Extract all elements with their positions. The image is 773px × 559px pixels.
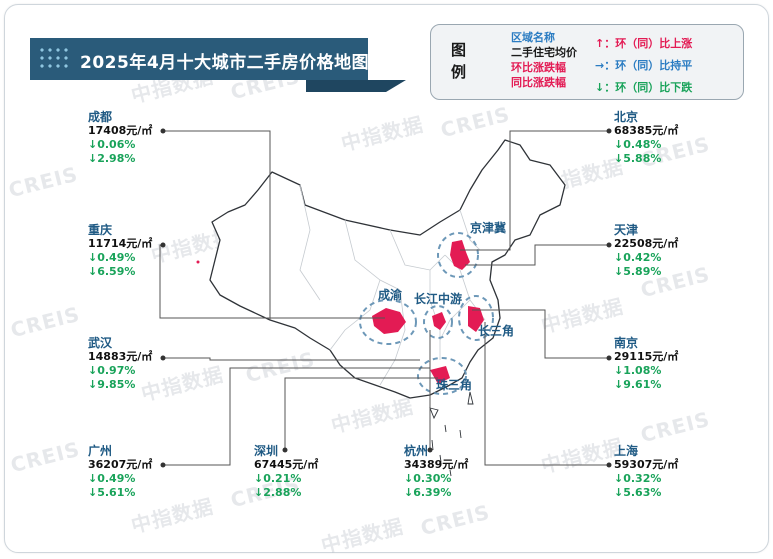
city-yoy: ↓5.88% [614,152,662,165]
city-label-wuhan: 武汉 14883元/㎡ ↓0.97% ↓9.85% [88,336,152,392]
city-name: 重庆 [88,223,113,237]
city-name: 上海 [614,444,639,458]
city-yoy: ↓5.61% [88,486,136,499]
city-label-chengdu: 成都 17408元/㎡ ↓0.06% ↓2.98% [88,110,152,166]
leader-dots [160,128,612,468]
city-name: 杭州 [404,444,429,458]
islands [429,391,474,477]
city-yoy: ↓6.39% [404,486,452,499]
legend-mark-list: ↑：环（同）比上涨 →：环（同）比持平 ↓：环（同）比下跌 [595,33,692,99]
city-price: 11714元/㎡ [88,237,153,250]
cluster-label-zhusanjiao: 珠三角 [436,378,473,392]
cluster-circles [359,232,494,395]
city-price: 34389元/㎡ [404,458,469,471]
city-mom: ↓0.49% [88,251,136,264]
city-price: 22508元/㎡ [614,237,679,250]
city-name: 天津 [614,223,639,237]
city-mom: ↓0.97% [88,364,136,377]
cluster-label-chengyu: 成渝 [378,288,403,302]
city-label-guangzhou: 广州 36207元/㎡ ↓0.49% ↓5.61% [88,444,152,500]
china-outline [209,139,566,399]
cluster-label-changsanjiao: 长三角 [478,324,515,338]
city-yoy: ↓9.85% [88,378,136,391]
legend-mark-down: ↓：环（同）比下跌 [595,81,693,94]
legend: 图例 区域名称 二手住宅均价 环比涨跌幅 同比涨跌幅 ↑：环（同）比上涨 →：环… [430,24,744,100]
city-mom: ↓0.06% [88,138,136,151]
city-mom: ↓1.08% [614,364,662,377]
city-yoy: ↓2.88% [254,486,302,499]
city-label-shenzhen: 深圳 67445元/㎡ ↓0.21% ↓2.88% [254,444,318,500]
city-name: 北京 [614,110,639,124]
title-banner: 2025年4月十大城市二手房价格地图 [30,38,406,92]
dots-decoration [38,46,72,72]
city-price: 29115元/㎡ [614,350,679,363]
city-label-nanjing: 南京 29115元/㎡ ↓1.08% ↓9.61% [614,336,678,392]
city-price: 67445元/㎡ [254,458,319,471]
city-mom: ↓0.30% [404,472,452,485]
city-price: 17408元/㎡ [88,124,153,137]
city-mom: ↓0.42% [614,251,662,264]
city-price: 14883元/㎡ [88,350,153,363]
city-label-beijing: 北京 68385元/㎡ ↓0.48% ↓5.88% [614,110,678,166]
city-price: 68385元/㎡ [614,124,679,137]
city-price: 36207元/㎡ [88,458,153,471]
city-yoy: ↓5.63% [614,486,662,499]
city-name: 武汉 [88,336,113,350]
city-label-hangzhou: 杭州 34389元/㎡ ↓0.30% ↓6.39% [404,444,468,500]
legend-field-list: 区域名称 二手住宅均价 环比涨跌幅 同比涨跌幅 [511,30,577,90]
city-label-chongqing: 重庆 11714元/㎡ ↓0.49% ↓6.59% [88,223,152,279]
cluster-label-changjiang: 长江中游 [414,292,463,306]
city-yoy: ↓9.61% [614,378,662,391]
city-label-shanghai: 上海 59307元/㎡ ↓0.32% ↓5.63% [614,444,678,500]
legend-mark-up: ↑：环（同）比上涨 [595,37,693,50]
highlight-regions [196,240,484,384]
legend-title: 图例 [451,41,467,81]
leader-lines [159,130,609,466]
province-borders [299,184,486,386]
legend-field-price: 二手住宅均价 [511,46,577,59]
city-yoy: ↓6.59% [88,265,136,278]
city-mom: ↓0.32% [614,472,662,485]
legend-field-yoy: 同比涨跌幅 [511,76,566,89]
city-yoy: ↓5.89% [614,265,662,278]
city-label-tianjin: 天津 22508元/㎡ ↓0.42% ↓5.89% [614,223,678,279]
page-title: 2025年4月十大城市二手房价格地图 [80,53,370,73]
city-mom: ↓0.21% [254,472,302,485]
city-name: 广州 [88,444,113,458]
title-banner-tail [306,80,406,92]
city-mom: ↓0.48% [614,138,662,151]
legend-field-region: 区域名称 [511,31,555,44]
city-price: 59307元/㎡ [614,458,679,471]
city-name: 深圳 [254,444,279,458]
city-name: 成都 [88,110,113,124]
city-yoy: ↓2.98% [88,152,136,165]
city-name: 南京 [614,336,639,350]
cluster-label-jingjinji: 京津冀 [470,221,507,235]
legend-field-mom: 环比涨跌幅 [511,61,566,74]
legend-mark-flat: →：环（同）比持平 [595,59,693,72]
city-mom: ↓0.49% [88,472,136,485]
